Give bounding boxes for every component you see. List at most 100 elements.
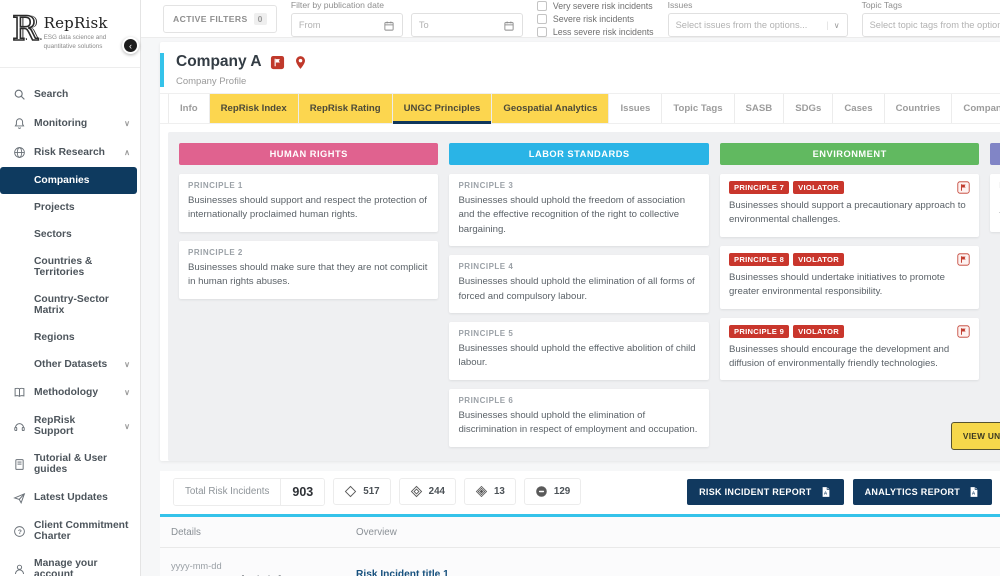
sidebar-item-manage-account[interactable]: Manage your account bbox=[0, 550, 140, 576]
tab-geospatial-analytics[interactable]: Geospatial Analytics bbox=[492, 94, 610, 123]
principle-card: PRINCIPLE 1 Businesses should support and… bbox=[179, 174, 439, 232]
sidebar-item-tutorial-user-guides[interactable]: Tutorial & User guides bbox=[0, 445, 140, 483]
tab-countries[interactable]: Countries bbox=[885, 94, 953, 123]
location-pin-icon[interactable] bbox=[293, 55, 308, 70]
topic-tags-select[interactable]: Select topic tags from the options... | … bbox=[861, 13, 1000, 37]
tab-companies[interactable]: Companies bbox=[952, 94, 1000, 123]
view-ungc-by-incident-button[interactable]: VIEW UNGC PRINCIPLES BY INCIDENT COUNT A… bbox=[950, 421, 1000, 450]
sidebar-subitem-label: Regions bbox=[34, 332, 75, 343]
principle-badge-row: PRINCIPLE 8 VIOLATOR bbox=[728, 252, 971, 266]
principle-text: Businesses should uphold the freedom of … bbox=[458, 195, 686, 235]
principle-text: Businesses should uphold the effective a… bbox=[458, 342, 696, 369]
sidebar-subitem-label: Companies bbox=[34, 175, 90, 186]
sidebar-item-search[interactable]: Search bbox=[0, 80, 140, 109]
flag-violation-icon[interactable] bbox=[957, 253, 971, 266]
sidebar-item-monitoring[interactable]: Monitoring ∨ bbox=[0, 109, 140, 138]
tab-cases[interactable]: Cases bbox=[833, 94, 885, 123]
sidebar-item-countries-territories[interactable]: Countries & Territories bbox=[0, 248, 140, 286]
chevron-down-icon: ∨ bbox=[124, 388, 130, 397]
principle-label: PRINCIPLE 3 bbox=[458, 181, 514, 190]
principle-text: Businesses should support and respect th… bbox=[188, 195, 427, 221]
company-profile-card: Company A Company Profile Search InfoRep… bbox=[160, 42, 1000, 461]
sidebar-item-methodology[interactable]: Methodology ∨ bbox=[0, 378, 140, 407]
sidebar-item-projects[interactable]: Projects bbox=[0, 194, 140, 221]
ungc-column-header: LABOR STANDARDS bbox=[449, 143, 709, 165]
date-from-input[interactable] bbox=[298, 20, 379, 30]
ungc-column-labor-standards: LABOR STANDARDS PRINCIPLE 3 Businesses sho… bbox=[449, 143, 709, 447]
sidebar-item-regions[interactable]: Regions bbox=[0, 324, 140, 351]
analytics-report-button[interactable]: ANALYTICS REPORT A bbox=[852, 478, 993, 505]
incident-stats-bar: Total Risk Incidents 903 517 244 13 129 RIS… bbox=[160, 470, 1000, 517]
headset-icon bbox=[13, 420, 26, 433]
principle-card: PRINCIPLE 4 Businesses should uphold the … bbox=[449, 255, 709, 313]
date-from-field[interactable] bbox=[290, 13, 403, 37]
sidebar-collapse-button[interactable]: ‹ bbox=[122, 37, 139, 54]
severity-count-box[interactable]: 129 bbox=[523, 478, 582, 506]
bell-icon bbox=[13, 117, 26, 130]
question-circle-icon: ? bbox=[13, 525, 26, 538]
incident-date: yyyy-mm-dd bbox=[171, 560, 222, 571]
sidebar-item-label: Monitoring bbox=[34, 118, 88, 129]
incident-overview-cell: Risk Incident title 1Risk incident detai… bbox=[356, 548, 1000, 576]
tab-ungc-principles[interactable]: UNGC Principles bbox=[392, 94, 493, 124]
sidebar-item-other-datasets[interactable]: Other Datasets ∨ bbox=[0, 351, 140, 378]
sidebar-item-risk-research[interactable]: Risk Research ∧ bbox=[0, 138, 140, 167]
principle-label: PRINCIPLE 2 bbox=[188, 247, 243, 257]
brand-name: RepRisk bbox=[43, 14, 108, 32]
severity-count-box[interactable]: 244 bbox=[398, 478, 456, 506]
incident-title-link[interactable]: Risk Incident title 1 bbox=[356, 568, 449, 576]
principle-text: Businesses should undertake initiatives … bbox=[728, 271, 945, 298]
severity-checkbox[interactable] bbox=[536, 13, 547, 24]
select-divider: | bbox=[826, 20, 829, 30]
principle-label: PRINCIPLE 1 bbox=[188, 181, 243, 190]
flag-violation-icon[interactable] bbox=[957, 324, 971, 338]
flag-violation-icon[interactable] bbox=[957, 181, 971, 194]
profile-tabs: Info RepRisk Index RepRisk Rating UNGC Prin… bbox=[160, 93, 1000, 124]
tab-issues[interactable]: Issues bbox=[609, 94, 663, 123]
tab-sasb[interactable]: SASB bbox=[735, 94, 785, 123]
date-to-field[interactable] bbox=[410, 13, 523, 37]
severity-checkbox[interactable] bbox=[536, 26, 547, 37]
brand-tagline: ESG data science and quantitative soluti… bbox=[43, 34, 107, 50]
severity-option: Very severe risk incidents bbox=[536, 0, 654, 11]
analytics-report-label: ANALYTICS REPORT bbox=[864, 486, 961, 497]
sidebar-item-sectors[interactable]: Sectors bbox=[0, 221, 140, 248]
sidebar-item-latest-updates[interactable]: Latest Updates bbox=[0, 483, 140, 512]
sidebar-subitem-label: Country-Sector Matrix bbox=[34, 294, 109, 316]
sidebar-item-client-commitment-charter[interactable]: ? Client Commitment Charter bbox=[0, 512, 140, 550]
active-filters-count-badge: 0 bbox=[253, 12, 267, 25]
calendar-icon[interactable] bbox=[503, 19, 515, 31]
pdf-file-icon: A bbox=[820, 486, 832, 498]
severity-checkbox[interactable] bbox=[536, 0, 547, 11]
sidebar-item-label: Risk Research bbox=[34, 147, 105, 158]
tab-reprisk-rating[interactable]: RepRisk Rating bbox=[298, 94, 393, 123]
severity-diamond-1-icon bbox=[344, 485, 357, 498]
tab-info[interactable]: Info bbox=[168, 94, 210, 123]
principle-text: Businesses should uphold the elimination… bbox=[458, 409, 698, 436]
total-incidents-box: Total Risk Incidents 903 bbox=[173, 477, 326, 506]
principle-text: Businesses should encourage the developm… bbox=[728, 343, 950, 369]
active-filters-button[interactable]: ACTIVE FILTERS 0 bbox=[163, 4, 277, 33]
ungc-column-header: ANTI-CORRUPTION bbox=[990, 143, 1000, 165]
reprisk-logo-mark-icon: R bbox=[11, 9, 38, 49]
sidebar-item-reprisk-support[interactable]: RepRisk Support ∨ bbox=[0, 407, 140, 445]
date-to-input[interactable] bbox=[418, 20, 499, 30]
severity-option: Less severe risk incidents bbox=[536, 26, 654, 37]
risk-incident-report-button[interactable]: RISK INCIDENT REPORT A bbox=[687, 478, 844, 505]
principle-card: PRINCIPLE 6 Businesses should uphold the … bbox=[449, 388, 709, 447]
severity-count-box[interactable]: 517 bbox=[333, 478, 391, 506]
sidebar-item-country-sector-matrix[interactable]: Country-Sector Matrix bbox=[0, 286, 140, 324]
sidebar-item-companies[interactable]: Companies bbox=[0, 167, 137, 194]
issues-select[interactable]: Select issues from the options... | ∨ bbox=[667, 13, 848, 37]
severity-count-box[interactable]: 13 bbox=[463, 478, 516, 506]
tab-topic-tags[interactable]: Topic Tags bbox=[662, 94, 735, 123]
calendar-icon[interactable] bbox=[383, 19, 395, 31]
tab-reprisk-index[interactable]: RepRisk Index bbox=[209, 94, 299, 123]
page-content: Company A Company Profile Search InfoRep… bbox=[141, 38, 1000, 576]
severity-option-label: Severe risk incidents bbox=[552, 13, 635, 24]
sidebar-subitem-label: Projects bbox=[34, 202, 75, 213]
tab-sdgs[interactable]: SDGs bbox=[784, 94, 834, 123]
severity-diamond-2-icon bbox=[410, 485, 423, 498]
incident-source: News source 1 [website] bbox=[171, 575, 356, 576]
flag-badge-icon[interactable] bbox=[270, 55, 285, 70]
